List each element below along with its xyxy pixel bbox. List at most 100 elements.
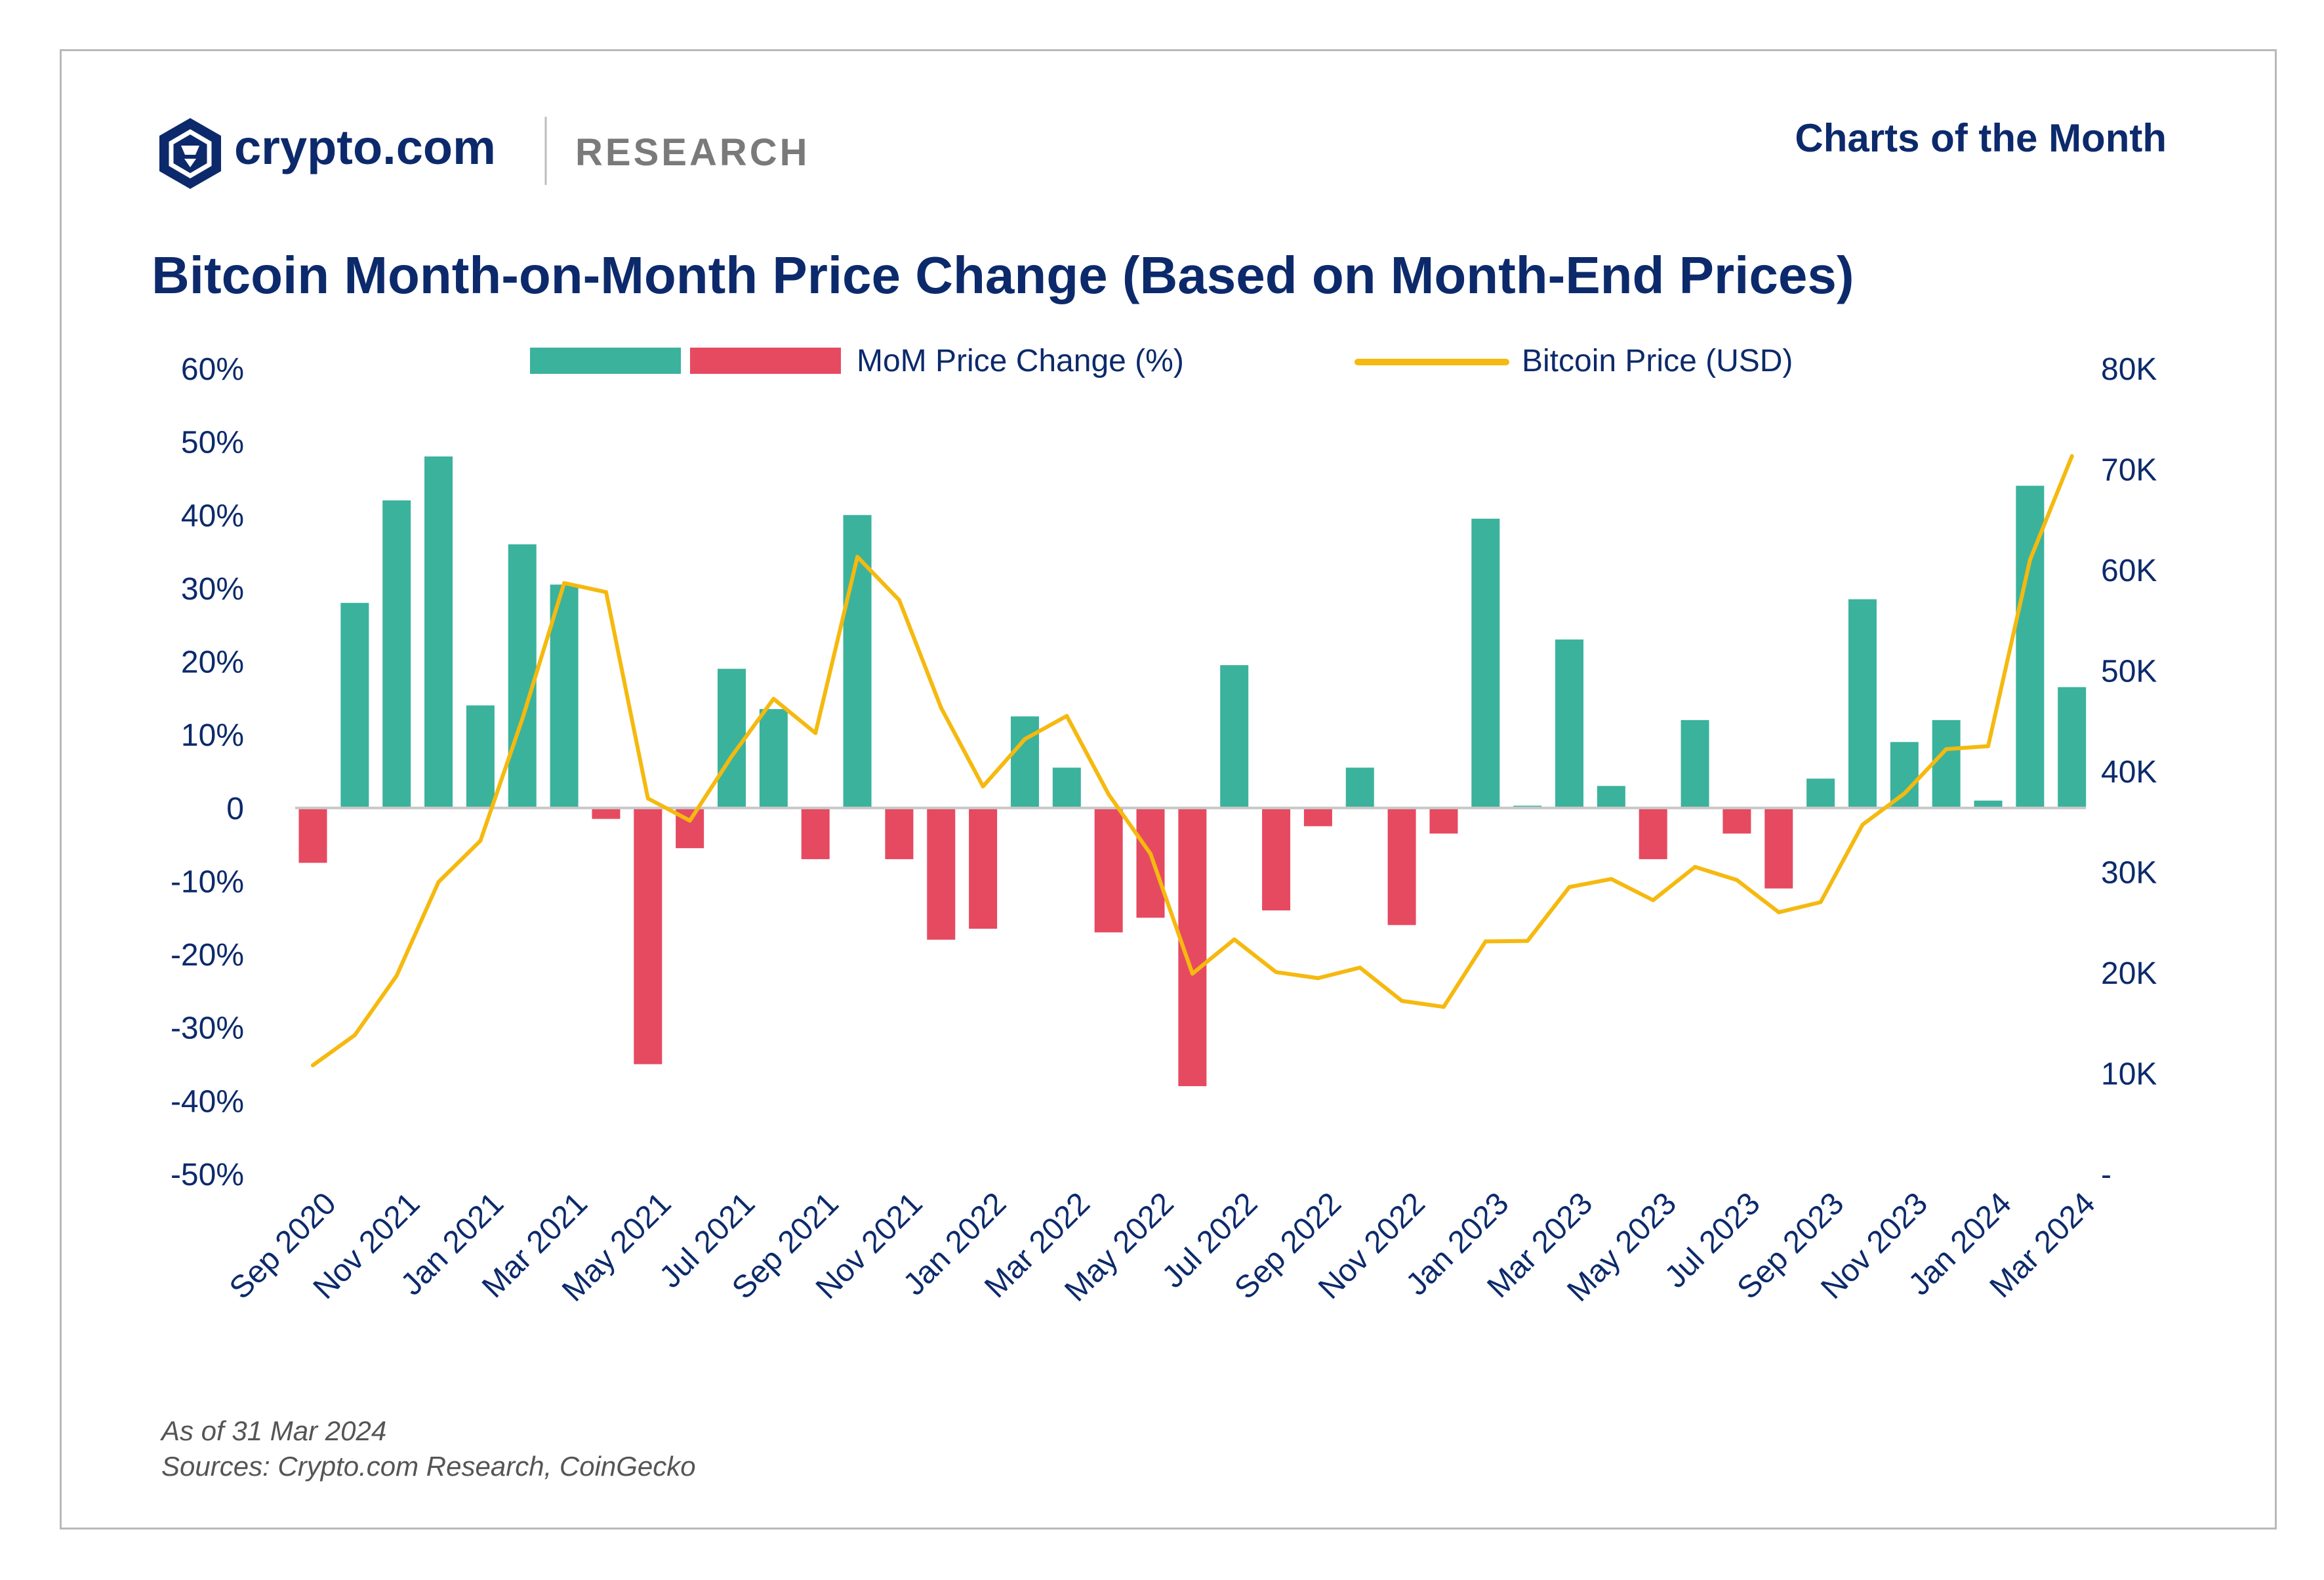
- bar: [1806, 779, 1835, 808]
- bar: [969, 807, 998, 929]
- chart-title: Bitcoin Month-on-Month Price Change (Bas…: [152, 246, 1854, 304]
- bar: [1220, 665, 1249, 808]
- price-point: [1023, 737, 1027, 741]
- y-left-tick-label: 50%: [181, 426, 244, 460]
- y-left-tick-label: 10%: [181, 718, 244, 753]
- bar: [1303, 807, 1332, 826]
- bar: [1471, 518, 1500, 808]
- bar: [466, 705, 495, 808]
- price-point: [687, 819, 692, 823]
- y-right-tick-label: -: [2101, 1158, 2111, 1192]
- price-point: [311, 1063, 315, 1068]
- price-point: [1107, 792, 1111, 797]
- logo: crypto.com: [159, 118, 496, 189]
- price-point: [855, 555, 860, 559]
- price-point: [1986, 744, 1990, 748]
- bar: [1890, 742, 1919, 808]
- price-point: [1190, 971, 1194, 976]
- price-point: [1944, 747, 1949, 752]
- price-point: [897, 598, 901, 603]
- price-point: [1525, 939, 1530, 943]
- y-left-tick-label: -10%: [171, 864, 244, 899]
- price-point: [1065, 714, 1069, 718]
- y-axis-left: 60% 50% 40% 30% 20% 10% 0 -10% -20% -30% -40% -50%: [171, 352, 244, 1192]
- y-right-tick-label: 80K: [2101, 352, 2157, 387]
- price-point: [562, 580, 567, 585]
- bar: [1681, 719, 1709, 808]
- bar: [1723, 807, 1751, 834]
- y-left-tick-label: 60%: [181, 352, 244, 387]
- y-left-tick-label: -30%: [171, 1011, 244, 1046]
- y-left-tick-label: 0: [226, 792, 244, 826]
- price-point: [1693, 864, 1698, 869]
- bar: [1639, 807, 1667, 859]
- bar: [1094, 807, 1123, 933]
- bar: [1429, 807, 1458, 834]
- y-left-tick-label: -40%: [171, 1084, 244, 1119]
- price-point: [1651, 898, 1656, 902]
- bar: [1010, 716, 1039, 808]
- price-point: [1776, 910, 1781, 914]
- y-right-tick-label: 20K: [2101, 956, 2157, 991]
- bar: [885, 807, 914, 859]
- price-point: [729, 754, 734, 758]
- y-left-tick-label: 30%: [181, 572, 244, 607]
- price-point: [2028, 557, 2032, 562]
- price-point: [352, 1033, 357, 1038]
- bar: [718, 668, 746, 808]
- research-label: RESEARCH: [575, 131, 810, 174]
- price-point: [394, 973, 399, 978]
- legend-label-bars: MoM Price Change (%): [857, 344, 1184, 378]
- price-point: [1734, 878, 1739, 882]
- bar: [801, 807, 830, 859]
- line-series: [311, 454, 2074, 1068]
- bar: [508, 544, 537, 808]
- bar: [1932, 719, 1961, 808]
- bar: [1136, 807, 1165, 918]
- bar: [340, 603, 369, 808]
- price-point: [2069, 454, 2074, 458]
- price-point: [478, 838, 483, 843]
- bar: [298, 807, 327, 863]
- y-right-tick-label: 10K: [2101, 1057, 2157, 1092]
- y-left-tick-label: 40%: [181, 498, 244, 533]
- price-point: [1567, 885, 1572, 889]
- price-point: [1483, 939, 1488, 944]
- as-of-note: As of 31 Mar 2024: [159, 1415, 386, 1446]
- price-point: [1316, 976, 1320, 981]
- y-right-tick-label: 60K: [2101, 554, 2157, 588]
- series-title: Charts of the Month: [1795, 116, 2167, 160]
- bar: [1052, 767, 1081, 808]
- bar: [1848, 599, 1877, 808]
- bar-series: [298, 456, 2087, 1087]
- price-point: [1400, 998, 1404, 1003]
- legend-swatch-negative: [690, 348, 841, 374]
- y-left-tick-label: -50%: [171, 1158, 244, 1192]
- legend: MoM Price Change (%) Bitcoin Price (USD): [530, 344, 1793, 378]
- bar: [1262, 807, 1291, 911]
- bar: [1345, 767, 1374, 808]
- price-point: [1902, 791, 1907, 796]
- legend-label-line: Bitcoin Price (USD): [1522, 344, 1793, 378]
- logo-hexagon-inner-icon: [169, 129, 212, 179]
- price-point: [1860, 822, 1865, 827]
- price-point: [520, 717, 525, 721]
- bar: [759, 709, 788, 808]
- y-right-tick-label: 70K: [2101, 453, 2157, 488]
- bar: [592, 807, 621, 819]
- price-point: [1609, 877, 1614, 881]
- bar: [1597, 786, 1625, 808]
- price-point: [981, 784, 985, 789]
- y-left-tick-label: 20%: [181, 645, 244, 680]
- bar: [1974, 800, 2003, 808]
- bar: [1387, 807, 1416, 925]
- bar: [424, 456, 453, 808]
- price-point: [1818, 900, 1823, 904]
- bar: [1764, 807, 1793, 889]
- legend-swatch-positive: [530, 348, 681, 374]
- y-right-tick-label: 40K: [2101, 755, 2157, 790]
- price-point: [645, 796, 650, 801]
- y-right-tick-label: 50K: [2101, 655, 2157, 689]
